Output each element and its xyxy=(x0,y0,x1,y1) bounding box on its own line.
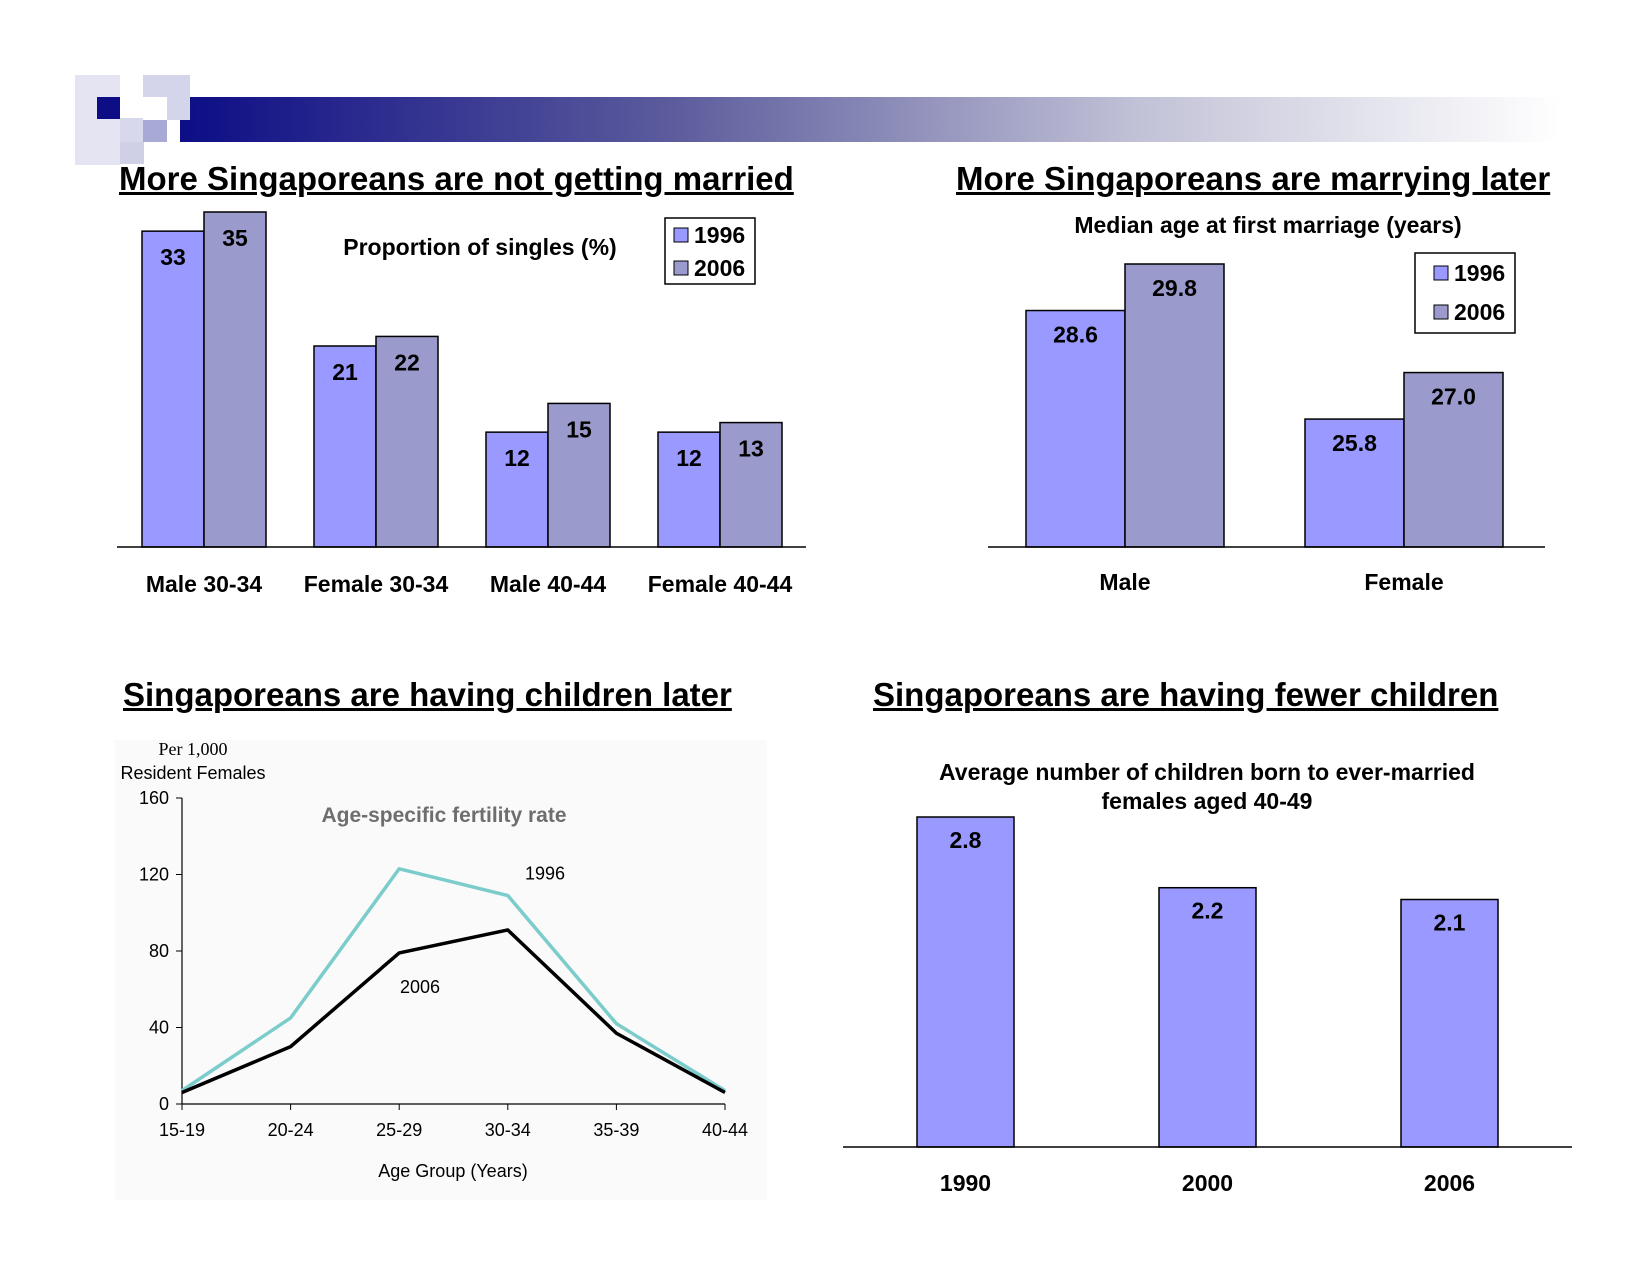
data-label: 12 xyxy=(676,445,702,471)
data-label: 2.8 xyxy=(950,827,982,853)
panel-title-children: Singaporeans are having fewer children xyxy=(873,676,1499,713)
bar-2006-male xyxy=(1124,263,1225,548)
y-tick-label: 120 xyxy=(139,865,169,885)
banner-square-light-1 xyxy=(75,75,120,165)
x-axis-label: Age Group (Years) xyxy=(378,1161,527,1181)
series-label-2006: 2006 xyxy=(400,977,440,997)
banner-square-light-2 xyxy=(120,118,144,143)
banner-square-mid-1 xyxy=(143,97,167,120)
data-label: 15 xyxy=(566,416,592,442)
panel-title-fertility: Singaporeans are having children later xyxy=(123,676,732,713)
y-tick-label: 0 xyxy=(159,1094,169,1114)
banner-square-mid-2 xyxy=(143,120,167,142)
line-series-2006 xyxy=(181,928,726,1095)
legend-label-2006: 2006 xyxy=(694,255,745,281)
x-tick-label: 35-39 xyxy=(593,1120,639,1140)
bar-2006-female xyxy=(1403,371,1504,548)
legend-swatch-2006 xyxy=(673,260,689,276)
y-axis-label-line2: Resident Females xyxy=(120,763,265,783)
chart-subtitle-line1: Average number of children born to ever-… xyxy=(939,759,1475,785)
bar-1996-female-40-44 xyxy=(657,431,721,548)
legend-box xyxy=(1414,252,1516,334)
bar-1996-male xyxy=(1025,309,1126,548)
x-tick-label: Male xyxy=(1099,569,1150,595)
x-tick-label: 30-34 xyxy=(485,1120,531,1140)
data-label: 28.6 xyxy=(1053,322,1098,348)
y-tick-label: 160 xyxy=(139,788,169,808)
x-tick-label: Female 40-44 xyxy=(648,571,793,597)
bar-2006-male-30-34 xyxy=(203,211,267,548)
banner-square-mid-3 xyxy=(120,142,144,164)
legend-swatch-1996 xyxy=(673,227,689,243)
panel-title-marriage-age: More Singaporeans are marrying later xyxy=(956,160,1551,197)
chart-background xyxy=(115,740,767,1200)
banner-square-dark xyxy=(97,97,120,119)
series-label-1996: 1996 xyxy=(525,864,565,884)
legend-label-2006: 2006 xyxy=(1454,299,1505,325)
x-tick-label: Male 40-44 xyxy=(490,571,607,597)
data-label: 21 xyxy=(332,359,358,385)
x-tick-label: 25-29 xyxy=(376,1120,422,1140)
data-label: 35 xyxy=(222,225,248,251)
chart-subtitle: Proportion of singles (%) xyxy=(343,234,616,260)
x-tick-label: Male 30-34 xyxy=(146,571,263,597)
header-banner xyxy=(75,75,1560,165)
bar-2000 xyxy=(1158,886,1257,1148)
data-label: 25.8 xyxy=(1332,430,1377,456)
data-label: 27.0 xyxy=(1431,384,1476,410)
bar-1990 xyxy=(916,816,1015,1148)
y-tick-label: 40 xyxy=(149,1018,169,1038)
banner-gradient-bar xyxy=(180,97,1560,142)
legend-swatch-2006 xyxy=(1433,304,1449,320)
data-label: 22 xyxy=(394,349,420,375)
legend-label-1996: 1996 xyxy=(1454,260,1505,286)
bar-2006-female-30-34 xyxy=(375,335,439,548)
chart-subtitle-line2: females aged 40-49 xyxy=(1102,788,1313,814)
chart-subtitle: Age-specific fertility rate xyxy=(321,804,566,827)
bar-2006 xyxy=(1400,898,1499,1148)
data-label: 2.2 xyxy=(1192,898,1224,924)
data-label: 29.8 xyxy=(1152,275,1197,301)
x-tick-label: 20-24 xyxy=(268,1120,314,1140)
x-tick-label: 2000 xyxy=(1182,1170,1233,1196)
bar-1996-female-30-34 xyxy=(313,345,377,548)
x-tick-label: 15-19 xyxy=(159,1120,205,1140)
panel-title-singles: More Singaporeans are not getting marrie… xyxy=(119,160,794,197)
bar-2006-female-40-44 xyxy=(719,421,783,548)
bar-2006-male-40-44 xyxy=(547,402,611,548)
y-axis-label-line1: Per 1,000 xyxy=(159,739,228,759)
x-tick-label: 1990 xyxy=(940,1170,991,1196)
x-tick-label: Female xyxy=(1364,569,1443,595)
data-label: 33 xyxy=(160,244,186,270)
line-series-1996 xyxy=(181,867,726,1093)
data-label: 2.1 xyxy=(1434,910,1466,936)
legend-label-1996: 1996 xyxy=(694,222,745,248)
x-tick-label: Female 30-34 xyxy=(304,571,449,597)
x-tick-label: 2006 xyxy=(1424,1170,1475,1196)
chart-subtitle: Median age at first marriage (years) xyxy=(1074,212,1461,238)
y-tick-label: 80 xyxy=(149,941,169,961)
legend-swatch-1996 xyxy=(1433,265,1449,281)
x-tick-label: 40-44 xyxy=(702,1120,748,1140)
data-label: 13 xyxy=(738,436,764,462)
data-label: 12 xyxy=(504,445,530,471)
bar-1996-female xyxy=(1304,418,1405,548)
